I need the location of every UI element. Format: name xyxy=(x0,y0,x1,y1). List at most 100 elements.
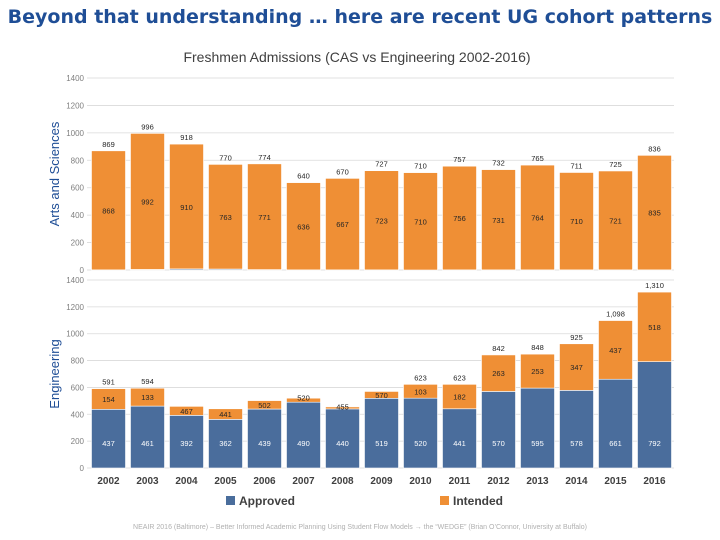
eng-intended-label: 441 xyxy=(219,410,232,419)
arts-intended-label: 723 xyxy=(375,216,388,225)
x-tick-label: 2003 xyxy=(136,476,159,487)
eng-bar-approved xyxy=(559,390,594,469)
eng-ytick-label: 0 xyxy=(80,464,85,473)
eng-ytick-label: 400 xyxy=(71,410,85,419)
eng-intended-label: 570 xyxy=(375,391,388,400)
arts-total-label: 670 xyxy=(336,167,349,176)
x-tick-label: 2007 xyxy=(292,476,315,487)
arts-ytick-label: 1400 xyxy=(66,74,84,83)
x-tick-label: 2012 xyxy=(487,476,510,487)
chart-title: Freshmen Admissions (CAS vs Engineering … xyxy=(183,49,530,65)
eng-intended-label: 518 xyxy=(648,323,661,332)
legend-approved-label: Approved xyxy=(239,494,295,508)
eng-intended-label: 253 xyxy=(531,367,544,376)
engineering-panel: 0 200 400 600 800 1000 1200 1400 Engineering 591 4… xyxy=(47,276,674,473)
eng-approved-label: 440 xyxy=(336,439,349,448)
eng-bar-intended xyxy=(91,388,126,410)
arts-intended-label: 771 xyxy=(258,213,271,222)
eng-approved-label: 461 xyxy=(141,439,154,448)
eng-bar-intended xyxy=(442,384,477,410)
eng-approved-label: 439 xyxy=(258,439,271,448)
eng-bar-approved xyxy=(286,401,321,469)
eng-total-label: 591 xyxy=(102,378,115,387)
arts-total-label: 710 xyxy=(414,162,427,171)
eng-bar-approved xyxy=(247,408,282,469)
arts-total-label: 770 xyxy=(219,153,232,162)
eng-bar-approved xyxy=(481,391,516,469)
eng-bar-approved xyxy=(442,408,477,469)
arts-ytick-label: 0 xyxy=(80,266,85,275)
arts-total-label: 725 xyxy=(609,160,622,169)
x-tick-label: 2015 xyxy=(604,476,627,487)
arts-total-label: 869 xyxy=(102,140,115,149)
eng-bar-intended xyxy=(598,320,633,380)
eng-bar-intended xyxy=(169,406,204,416)
x-tick-label: 2006 xyxy=(253,476,276,487)
arts-bar-intended xyxy=(481,169,516,271)
eng-bar-approved xyxy=(520,387,555,469)
arts-intended-label: 636 xyxy=(297,222,310,231)
arts-total-label: 711 xyxy=(571,161,583,170)
eng-bar-approved xyxy=(403,397,438,469)
eng-bar-intended xyxy=(559,343,594,391)
eng-total-label: 1,310 xyxy=(645,281,664,290)
eng-intended-label: 502 xyxy=(258,401,271,410)
eng-intended-label: 467 xyxy=(180,407,193,416)
arts-intended-label: 868 xyxy=(102,206,115,215)
eng-approved-label: 578 xyxy=(570,439,583,448)
arts-bar-intended xyxy=(169,143,204,270)
arts-total-label: 640 xyxy=(297,172,310,181)
arts-total-label: 774 xyxy=(258,153,271,162)
x-tick-label: 2016 xyxy=(643,476,666,487)
arts-ytick-label: 1000 xyxy=(66,129,84,138)
eng-intended-label: 182 xyxy=(453,393,466,402)
eng-intended-label: 103 xyxy=(414,387,427,396)
eng-bar-approved xyxy=(208,419,243,469)
eng-approved-label: 570 xyxy=(492,439,505,448)
arts-bar-intended xyxy=(130,133,165,270)
eng-total-label: 623 xyxy=(453,373,466,382)
arts-bar-intended xyxy=(208,164,243,270)
eng-bar-intended xyxy=(130,387,165,407)
eng-ytick-label: 800 xyxy=(71,357,85,366)
eng-approved-label: 441 xyxy=(453,439,466,448)
eng-bar-intended xyxy=(247,400,282,410)
legend-intended-label: Intended xyxy=(453,494,503,508)
arts-bar-intended xyxy=(520,164,555,271)
eng-ytick-label: 1000 xyxy=(66,330,84,339)
eng-bar-approved xyxy=(364,398,399,469)
arts-intended-label: 710 xyxy=(414,217,427,226)
arts-intended-label: 763 xyxy=(219,213,232,222)
arts-bar-intended xyxy=(286,182,321,271)
eng-ytick-label: 200 xyxy=(71,437,85,446)
eng-bar-intended xyxy=(481,354,516,392)
x-tick-label: 2004 xyxy=(175,476,198,487)
eng-bar-intended xyxy=(403,384,438,399)
arts-total-label: 727 xyxy=(375,160,388,169)
arts-total-label: 732 xyxy=(492,159,505,168)
x-tick-label: 2013 xyxy=(526,476,549,487)
eng-bar-approved xyxy=(637,361,672,469)
eng-approved-label: 519 xyxy=(375,439,388,448)
eng-bar-approved xyxy=(130,405,165,469)
eng-ytick-label: 1400 xyxy=(66,276,84,285)
eng-intended-label: 455 xyxy=(336,402,349,411)
arts-intended-label: 667 xyxy=(336,220,349,229)
arts-ylabel: Arts and Sciences xyxy=(47,121,62,226)
eng-total-label: 842 xyxy=(492,344,505,353)
x-tick-label: 2005 xyxy=(214,476,237,487)
eng-total-label: 925 xyxy=(570,333,583,342)
arts-bar-intended xyxy=(598,170,633,271)
arts-bar-intended xyxy=(442,165,477,271)
x-tick-label: 2011 xyxy=(449,476,471,487)
arts-bar-intended xyxy=(325,178,360,271)
x-tick-label: 2014 xyxy=(565,476,588,487)
arts-ytick-label: 600 xyxy=(71,184,85,193)
slide-title: Beyond that understanding … here are rec… xyxy=(7,6,713,28)
eng-bar-intended xyxy=(364,391,399,399)
eng-approved-label: 520 xyxy=(414,439,427,448)
eng-approved-label: 392 xyxy=(180,439,193,448)
arts-bar-intended xyxy=(247,163,282,270)
arts-sciences-panel: 0 200 400 600 800 1000 1200 1400 Arts and Scienc… xyxy=(47,74,674,275)
